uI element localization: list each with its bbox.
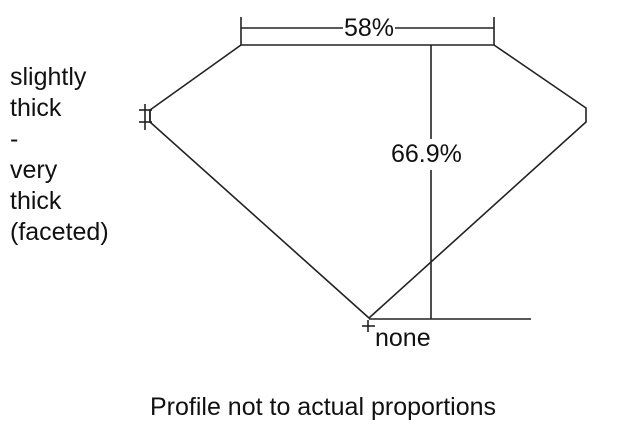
gem-outline [149,44,587,320]
culet-marker [362,320,375,332]
footer-note: Profile not to actual proportions [150,393,497,421]
table-percentage-label: 58% [343,13,396,44]
depth-percentage-label: 66.9% [390,139,463,170]
girdle-label-line: very [10,156,58,184]
girdle-label: slightly thick - very thick (faceted) [10,62,109,248]
girdle-label-line: thick [10,94,62,122]
girdle-label-line: thick [10,187,62,215]
girdle-label-line: (faceted) [10,218,109,246]
culet-label: none [375,324,431,352]
girdle-label-line: - [10,125,19,153]
girdle-label-line: slightly [10,63,87,91]
girdle-marker [139,104,152,130]
